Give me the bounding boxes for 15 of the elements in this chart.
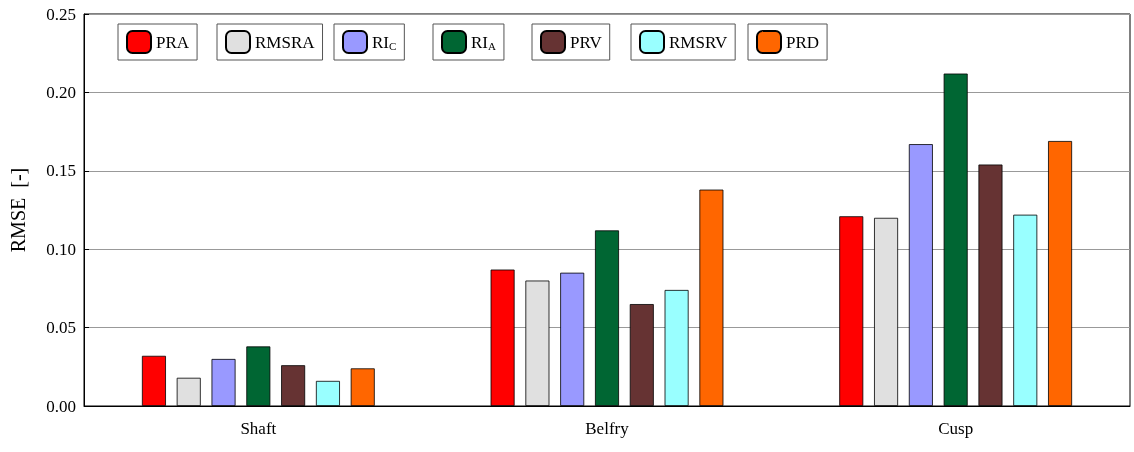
- legend-label: PRV: [570, 32, 603, 52]
- x-tick-label: Belfry: [585, 419, 630, 438]
- y-tick-label: 0.05: [46, 318, 76, 338]
- y-tick-label: 0.20: [46, 82, 76, 102]
- legend-label: RMSRV: [669, 32, 728, 52]
- legend-label: PRA: [156, 32, 190, 52]
- y-tick-label: 0.25: [46, 4, 76, 24]
- y-tick-label: 0.15: [46, 161, 76, 181]
- x-tick-label: Cusp: [938, 419, 974, 438]
- x-tick-label: Shaft: [240, 419, 277, 438]
- y-axis-title: RMSE [-]: [7, 167, 29, 253]
- y-tick-label: 0.10: [46, 239, 76, 259]
- legend-label: PRD: [786, 32, 820, 52]
- y-tick-label: 0.00: [46, 396, 76, 416]
- legend-label: RMSRA: [255, 32, 316, 52]
